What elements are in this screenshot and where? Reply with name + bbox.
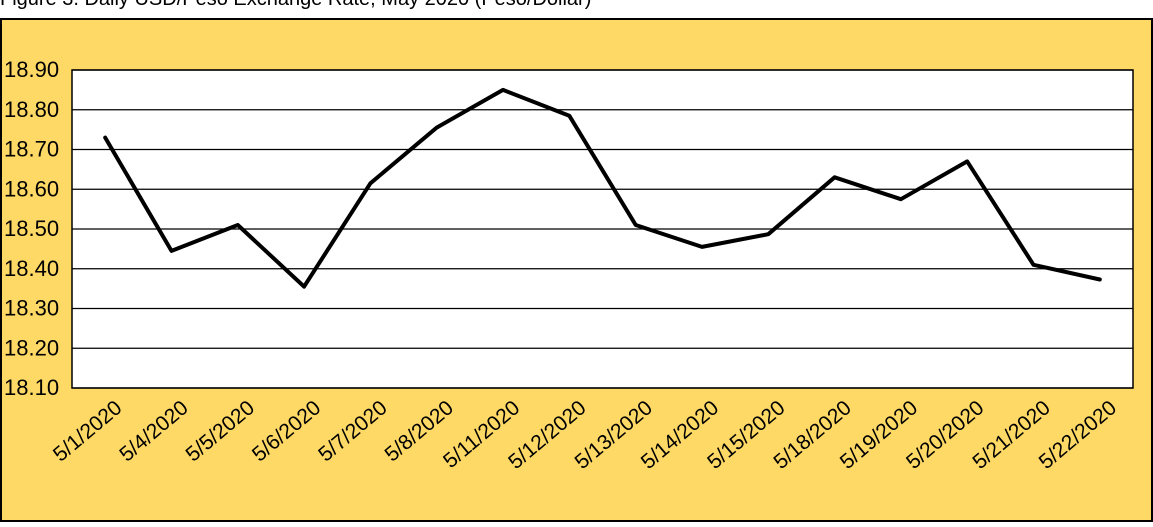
y-tick-label: 18.80 bbox=[4, 97, 59, 122]
chart-svg: 18.10 18.20 18.30 18.40 18.50 18.60 18.70 18.80… bbox=[0, 18, 1153, 522]
y-tick-label: 18.20 bbox=[4, 335, 59, 360]
y-tick-label: 18.90 bbox=[4, 57, 59, 82]
y-tick-label: 18.50 bbox=[4, 216, 59, 241]
figure-caption: Figure 3. Daily USD/Peso Exchange Rate, … bbox=[0, 0, 591, 12]
y-tick-label: 18.40 bbox=[4, 256, 59, 281]
y-tick-label: 18.60 bbox=[4, 176, 59, 201]
line-chart: 18.10 18.20 18.30 18.40 18.50 18.60 18.70 18.80… bbox=[0, 18, 1153, 522]
y-tick-label: 18.70 bbox=[4, 137, 59, 162]
y-tick-label: 18.10 bbox=[4, 375, 59, 400]
y-tick-label: 18.30 bbox=[4, 296, 59, 321]
